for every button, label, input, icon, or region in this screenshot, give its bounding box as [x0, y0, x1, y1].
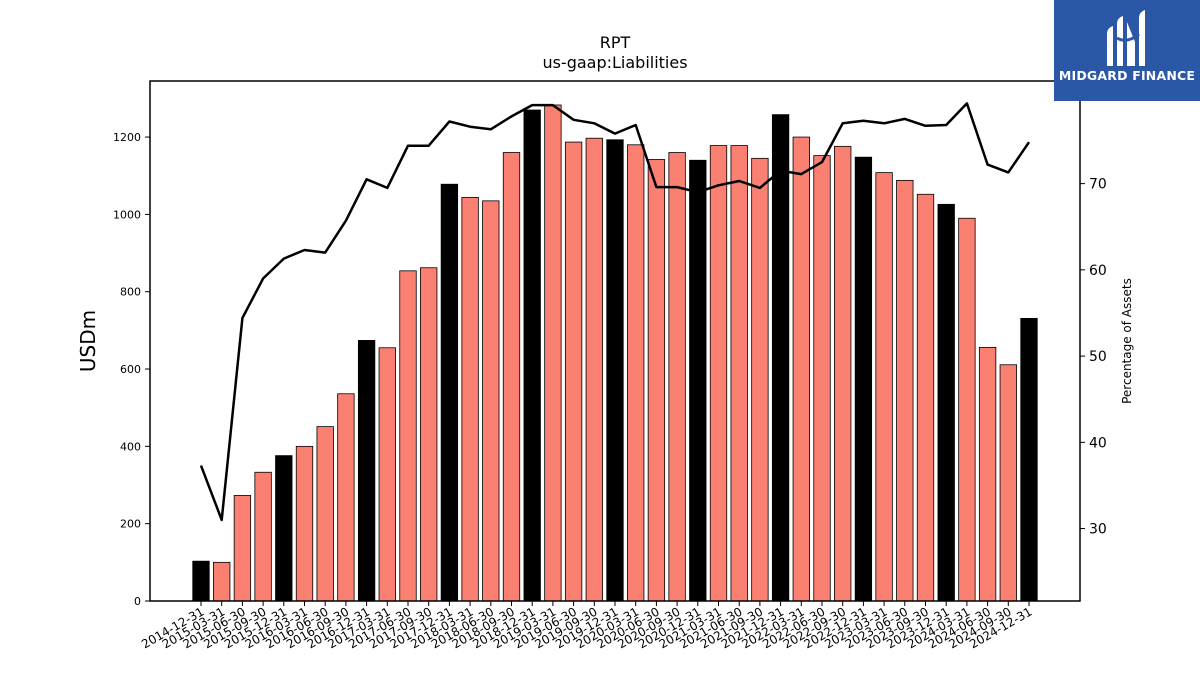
bar-2017-03-31 — [378, 347, 396, 602]
y2-tick-label: 30 — [1089, 522, 1107, 538]
logo-text: MIDGARD FINANCE — [1058, 68, 1196, 83]
y-tick-label: 1000 — [113, 208, 141, 221]
y2-tick-label: 50 — [1089, 349, 1107, 365]
bar-2016-09-30 — [337, 393, 355, 602]
bar-2021-06-30 — [730, 145, 748, 602]
chart-title: RPT — [600, 33, 631, 52]
bar-2020-12-31 — [689, 159, 707, 602]
bar-2016-03-31 — [295, 445, 314, 602]
y-axis-left: 0 200 400 600 800 1000 1200 — [113, 131, 150, 608]
bar-2015-03-31 — [213, 561, 231, 602]
bar-2019-09-30 — [585, 137, 603, 602]
bar-2017-09-30 — [420, 267, 438, 602]
y-tick-label: 1200 — [113, 131, 141, 144]
bar-2020-06-30 — [647, 159, 666, 602]
bar-2024-06-30 — [978, 346, 997, 602]
x-axis: 2014-12-312015-03-312015-06-302015-09-30… — [139, 601, 1035, 651]
bar-2024-03-31 — [958, 217, 976, 602]
bar-2020-03-31 — [627, 144, 645, 602]
bar-2024-12-31 — [1020, 317, 1038, 602]
bar-2023-12-31 — [937, 203, 955, 602]
bar-2023-06-30 — [896, 179, 914, 602]
bar-2022-09-30 — [834, 145, 852, 602]
bar-2022-03-31 — [792, 136, 810, 602]
bar-2017-06-30 — [399, 270, 417, 602]
bar-2017-12-31 — [440, 183, 459, 602]
bar-2022-06-30 — [813, 155, 831, 602]
bar-2018-06-30 — [482, 200, 500, 602]
line-series — [199, 102, 1031, 522]
y2-axis-label: Percentage of Assets — [1120, 278, 1134, 404]
bar-2016-06-30 — [316, 426, 334, 602]
y-axis-label: USDm — [76, 310, 100, 372]
y2-tick-label: 60 — [1089, 263, 1107, 279]
bar-2015-09-30 — [254, 471, 272, 602]
y-axis-right: 30 40 50 60 70 — [1080, 177, 1107, 538]
bar-2019-06-30 — [564, 141, 583, 602]
bar-2018-09-30 — [502, 152, 521, 602]
bar-2022-12-31 — [854, 156, 873, 602]
midgard-finance-logo: MIDGARD FINANCE — [1054, 0, 1200, 101]
bar-2023-03-31 — [875, 172, 893, 602]
y-tick-label: 600 — [120, 363, 141, 376]
bar-2016-12-31 — [357, 340, 376, 602]
bar-2019-03-31 — [544, 104, 562, 602]
bar-2021-09-30 — [751, 157, 769, 602]
bar-2015-12-31 — [275, 455, 293, 602]
bar-series — [192, 104, 1038, 602]
chart-subtitle: us-gaap:Liabilities — [542, 53, 687, 72]
y-tick-label: 400 — [120, 440, 141, 453]
percentage-line — [199, 102, 1031, 522]
y2-tick-label: 40 — [1089, 435, 1107, 451]
bar-2014-12-31 — [192, 560, 210, 602]
y-tick-label: 200 — [120, 518, 141, 531]
bar-2019-12-31 — [606, 139, 624, 602]
logo-mark-icon — [1107, 10, 1145, 66]
bar-2023-09-30 — [916, 193, 935, 602]
bar-2024-09-30 — [999, 364, 1017, 602]
bar-2021-12-31 — [771, 114, 790, 602]
y-tick-label: 0 — [134, 595, 141, 608]
bar-2020-09-30 — [668, 152, 686, 602]
y2-tick-label: 70 — [1089, 177, 1107, 193]
bar-2018-12-31 — [523, 109, 541, 602]
bar-2015-06-30 — [233, 495, 252, 602]
y-tick-label: 800 — [120, 286, 141, 299]
bar-2018-03-31 — [461, 196, 479, 602]
bar-2021-03-31 — [709, 145, 728, 602]
